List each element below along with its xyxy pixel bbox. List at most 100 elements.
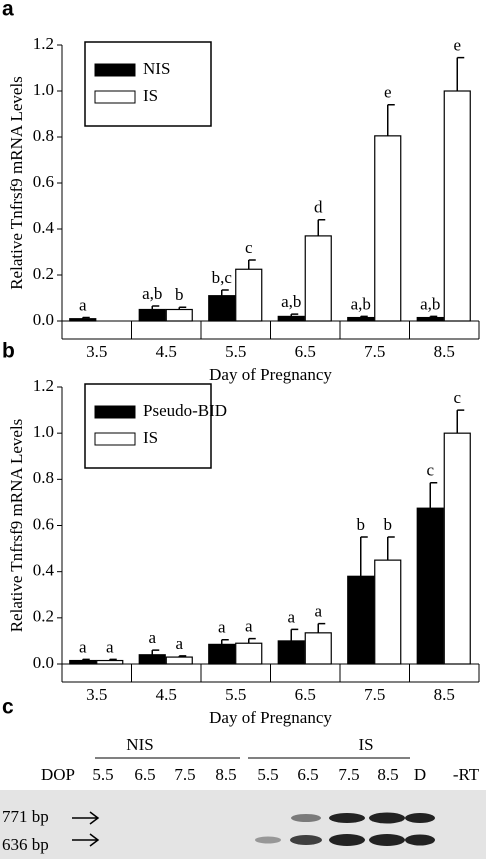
legend-label: Pseudo-BID (143, 401, 227, 420)
bar (277, 315, 305, 322)
y-tick-label: 0.6 (33, 514, 54, 533)
error-bar (221, 639, 229, 645)
x-tick-label: 3.5 (86, 342, 107, 361)
significance-label: a (175, 634, 183, 653)
y-tick-label: 1.0 (33, 80, 54, 99)
gel-background (0, 790, 486, 859)
bar (416, 316, 444, 322)
panel-label: a (2, 0, 14, 21)
marker-label: 636 bp (2, 835, 49, 854)
x-tick-label: 6.5 (295, 685, 316, 704)
lane-label: 6.5 (297, 765, 318, 784)
error-bar (248, 259, 256, 270)
x-tick-label: 5.5 (225, 342, 246, 361)
error-bar (221, 289, 229, 296)
error-bar (151, 649, 160, 655)
bar (416, 507, 444, 665)
error-bar (456, 409, 465, 434)
error-bar (360, 536, 368, 577)
legend-label: NIS (143, 59, 170, 78)
x-tick-label: 8.5 (434, 342, 455, 361)
error-bar (317, 219, 326, 236)
error-bar (248, 637, 256, 644)
x-tick-label: 3.5 (86, 685, 107, 704)
lane-label: 7.5 (174, 765, 195, 784)
gel-bands (255, 812, 435, 846)
error-bar (82, 658, 90, 661)
significance-label: b (384, 515, 393, 534)
error-bar (360, 315, 368, 318)
y-tick-label: 0.2 (33, 264, 54, 283)
legend-box (84, 383, 212, 469)
bar (69, 659, 97, 665)
error-bar (151, 305, 160, 310)
error-bar (317, 622, 326, 633)
group-label: NIS (126, 735, 153, 754)
bar (304, 632, 332, 665)
bar (235, 268, 263, 322)
significance-label: a,b (142, 284, 162, 303)
y-tick-label: 0.6 (33, 172, 54, 191)
legend-swatch (94, 432, 136, 446)
x-tick-label: 7.5 (364, 685, 385, 704)
legend-swatch (94, 63, 136, 77)
bar (347, 575, 375, 665)
lane-label: 6.5 (134, 765, 155, 784)
error-bar (387, 104, 395, 136)
error-bar (290, 313, 299, 317)
bar (374, 135, 402, 322)
lane-label: 8.5 (377, 765, 398, 784)
y-tick-label: 0.4 (33, 218, 55, 237)
significance-label: d (314, 198, 323, 217)
significance-label: a (245, 617, 253, 636)
panel-label: c (2, 696, 14, 719)
lane-label: 7.5 (338, 765, 359, 784)
error-bar (178, 655, 187, 658)
error-bar (82, 316, 90, 319)
y-tick-label: 0.8 (33, 468, 54, 487)
significance-label: e (453, 36, 461, 55)
lane-label: 5.5 (257, 765, 278, 784)
legend-box (84, 41, 212, 127)
lane-label: -RT (453, 765, 480, 784)
x-tick-label: 4.5 (156, 342, 177, 361)
x-tick-label: 6.5 (295, 342, 316, 361)
significance-label: a (314, 602, 322, 621)
marker-label: 771 bp (2, 807, 49, 826)
significance-label: b,c (212, 268, 233, 287)
y-tick-label: 0.4 (33, 561, 55, 580)
significance-label: b (175, 285, 184, 304)
significance-label: a,b (420, 294, 440, 313)
significance-label: a,b (281, 292, 301, 311)
error-bar (178, 306, 187, 310)
significance-label: a,b (351, 294, 371, 313)
bar (235, 642, 263, 665)
panel-label: b (2, 340, 15, 363)
significance-label: e (384, 83, 392, 102)
significance-label: a (106, 637, 114, 656)
y-axis-label: Relative Tnfrsf9 mRNA Levels (7, 419, 26, 633)
bar (165, 656, 193, 665)
significance-label: c (453, 388, 461, 407)
y-tick-label: 1.2 (33, 376, 54, 395)
x-axis-label: Day of Pregnancy (209, 365, 332, 384)
significance-label: a (79, 637, 87, 656)
bar (277, 640, 305, 665)
significance-label: a (218, 618, 226, 637)
significance-label: a (79, 295, 87, 314)
error-bar (387, 536, 395, 561)
y-tick-label: 1.0 (33, 422, 54, 441)
y-tick-label: 0.0 (33, 310, 54, 329)
significance-label: b (357, 515, 366, 534)
significance-label: c (426, 461, 434, 480)
y-tick-label: 0.2 (33, 607, 54, 626)
legend-swatch (94, 90, 136, 104)
y-tick-label: 0.8 (33, 126, 54, 145)
error-bar (429, 315, 438, 318)
legend-label: IS (143, 428, 158, 447)
lane-label: 8.5 (215, 765, 236, 784)
y-axis-label: Relative Tnfrsf9 mRNA Levels (7, 76, 26, 290)
legend-label: IS (143, 86, 158, 105)
x-tick-label: 4.5 (156, 685, 177, 704)
